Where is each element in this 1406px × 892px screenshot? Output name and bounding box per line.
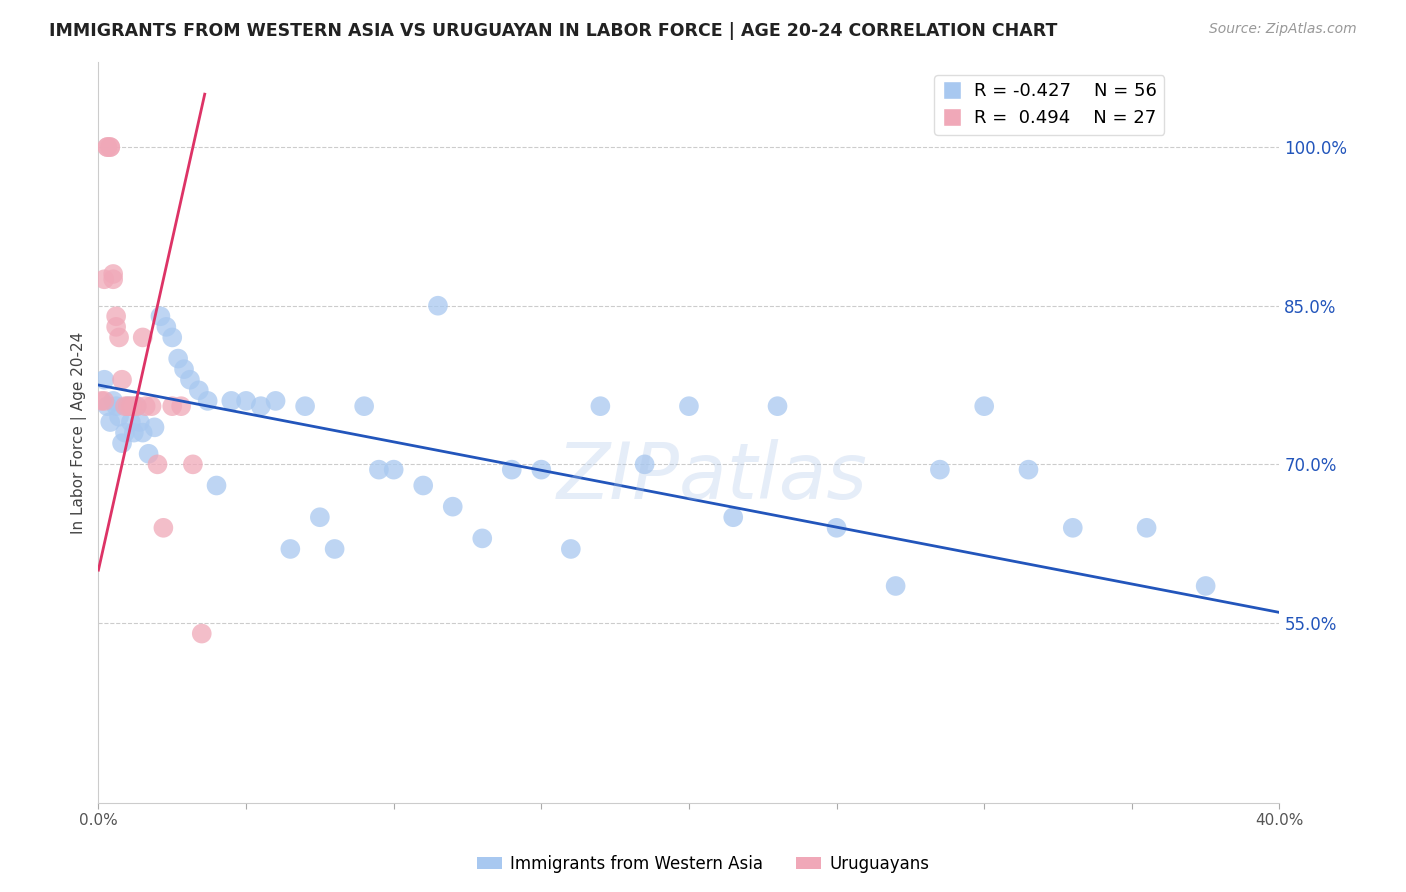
Point xyxy=(103,272,125,286)
Point xyxy=(634,458,657,472)
Point xyxy=(501,462,523,476)
Point xyxy=(141,399,163,413)
Point xyxy=(105,319,128,334)
Point xyxy=(93,393,115,408)
Point xyxy=(146,458,169,472)
Point xyxy=(162,330,183,344)
Point xyxy=(382,462,405,476)
Point xyxy=(929,462,952,476)
Point xyxy=(589,399,612,413)
Point xyxy=(368,462,391,476)
Text: Source: ZipAtlas.com: Source: ZipAtlas.com xyxy=(1209,22,1357,37)
Point xyxy=(825,521,848,535)
Point xyxy=(149,310,172,324)
Point xyxy=(122,425,145,440)
Point xyxy=(132,425,155,440)
Point xyxy=(93,373,115,387)
Point xyxy=(766,399,789,413)
Point xyxy=(120,399,142,413)
Point xyxy=(162,399,183,413)
Point xyxy=(353,399,375,413)
Point xyxy=(125,399,148,413)
Point xyxy=(117,399,139,413)
Point xyxy=(973,399,995,413)
Point xyxy=(1136,521,1159,535)
Point xyxy=(441,500,464,514)
Point xyxy=(197,393,219,408)
Point xyxy=(221,393,243,408)
Point xyxy=(723,510,745,524)
Point xyxy=(96,140,118,154)
Point xyxy=(235,393,257,408)
Point xyxy=(114,399,136,413)
Point xyxy=(560,541,582,556)
Point xyxy=(108,330,131,344)
Point xyxy=(143,420,166,434)
Point xyxy=(122,399,145,413)
Legend: Immigrants from Western Asia, Uruguayans: Immigrants from Western Asia, Uruguayans xyxy=(470,848,936,880)
Point xyxy=(250,399,273,413)
Point xyxy=(105,310,128,324)
Point xyxy=(181,458,204,472)
Point xyxy=(530,462,553,476)
Y-axis label: In Labor Force | Age 20-24: In Labor Force | Age 20-24 xyxy=(72,332,87,533)
Point xyxy=(427,299,450,313)
Point xyxy=(678,399,700,413)
Point xyxy=(96,399,118,413)
Point xyxy=(412,478,434,492)
Point xyxy=(128,415,150,429)
Point xyxy=(90,393,112,408)
Point xyxy=(167,351,190,366)
Point xyxy=(1062,521,1084,535)
Point xyxy=(138,447,160,461)
Text: ZIPatlas: ZIPatlas xyxy=(557,439,868,515)
Point xyxy=(309,510,332,524)
Point xyxy=(884,579,907,593)
Point xyxy=(98,415,121,429)
Point xyxy=(1018,462,1040,476)
Point xyxy=(117,399,139,413)
Point xyxy=(125,399,148,413)
Point xyxy=(111,373,134,387)
Point xyxy=(471,532,494,546)
Point xyxy=(98,140,121,154)
Point xyxy=(103,393,125,408)
Point xyxy=(120,415,142,429)
Point xyxy=(135,399,157,413)
Point xyxy=(294,399,316,413)
Point xyxy=(114,425,136,440)
Point xyxy=(96,140,118,154)
Point xyxy=(1195,579,1218,593)
Legend: R = -0.427    N = 56, R =  0.494    N = 27: R = -0.427 N = 56, R = 0.494 N = 27 xyxy=(935,75,1164,135)
Point xyxy=(93,272,115,286)
Point xyxy=(280,541,302,556)
Point xyxy=(323,541,346,556)
Point xyxy=(98,140,121,154)
Point xyxy=(264,393,287,408)
Point xyxy=(173,362,195,376)
Point xyxy=(103,267,125,281)
Point xyxy=(152,521,174,535)
Point xyxy=(105,399,128,413)
Point xyxy=(155,319,177,334)
Point xyxy=(187,384,209,398)
Text: IMMIGRANTS FROM WESTERN ASIA VS URUGUAYAN IN LABOR FORCE | AGE 20-24 CORRELATION: IMMIGRANTS FROM WESTERN ASIA VS URUGUAYA… xyxy=(49,22,1057,40)
Point xyxy=(205,478,228,492)
Point xyxy=(179,373,201,387)
Point xyxy=(111,436,134,450)
Point xyxy=(191,626,214,640)
Point xyxy=(108,409,131,424)
Point xyxy=(170,399,193,413)
Point xyxy=(132,330,155,344)
